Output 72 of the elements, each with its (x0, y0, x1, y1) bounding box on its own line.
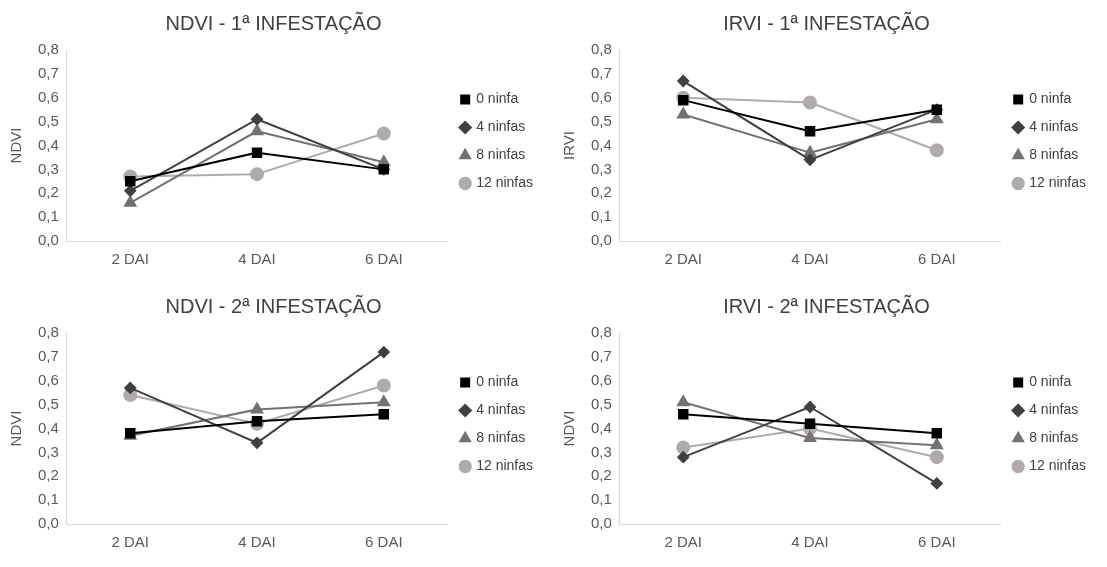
x-tick-label: 6 DAI (918, 250, 956, 268)
chart-title: IRVI - 1ª INFESTAÇÃO (723, 10, 930, 34)
y-tick-label: 0,0 (590, 231, 612, 249)
x-tick-label: 6 DAI (918, 533, 956, 551)
chart-title: IRVI - 2ª INFESTAÇÃO (723, 293, 930, 317)
y-tick-label: 0,5 (37, 394, 59, 412)
y-axis-title: NDVI (7, 410, 25, 447)
y-tick-label: 0,8 (590, 40, 612, 58)
y-tick-label: 0,1 (590, 207, 612, 225)
y-tick-label: 0,0 (37, 514, 59, 532)
y-tick-label: 0,7 (37, 64, 59, 82)
y-tick-label: 0,2 (590, 183, 612, 201)
chart-title: NDVI - 2ª INFESTAÇÃO (165, 293, 382, 317)
y-axis-title: IRVI (560, 131, 578, 160)
y-tick-label: 0,7 (590, 64, 612, 82)
legend-label: 8 ninfas (476, 429, 526, 446)
legend-label: 4 ninfas (1029, 401, 1079, 418)
y-tick-label: 0,4 (37, 135, 59, 153)
legend-label: 8 ninfas (1029, 429, 1079, 446)
y-tick-label: 0,4 (590, 135, 612, 153)
legend-label: 0 ninfa (476, 90, 519, 107)
y-tick-label: 0,2 (590, 466, 612, 484)
y-tick-label: 0,8 (37, 40, 59, 58)
y-tick-label: 0,3 (590, 442, 612, 460)
y-tick-label: 0,0 (37, 231, 59, 249)
y-tick-label: 0,6 (590, 370, 612, 388)
x-tick-label: 4 DAI (238, 533, 276, 551)
legend-label: 4 ninfas (476, 118, 526, 135)
x-tick-label: 4 DAI (791, 250, 829, 268)
legend-label: 12 ninfas (476, 457, 534, 474)
y-tick-label: 0,5 (590, 111, 612, 129)
y-axis-title: NDVI (7, 127, 25, 164)
chart-title: NDVI - 1ª INFESTAÇÃO (165, 10, 382, 34)
x-tick-label: 2 DAI (664, 533, 702, 551)
y-tick-label: 0,5 (590, 394, 612, 412)
y-tick-label: 0,4 (590, 418, 612, 436)
y-axis-title: NDVI (560, 410, 578, 447)
y-tick-label: 0,0 (590, 514, 612, 532)
y-tick-label: 0,3 (37, 159, 59, 177)
legend-label: 12 ninfas (1029, 174, 1087, 191)
legend-label: 4 ninfas (476, 401, 526, 418)
x-tick-label: 4 DAI (791, 533, 829, 551)
y-tick-label: 0,6 (590, 87, 612, 105)
legend-label: 8 ninfas (1029, 146, 1079, 163)
y-tick-label: 0,8 (37, 323, 59, 341)
y-tick-label: 0,1 (590, 490, 612, 508)
x-tick-label: 2 DAI (111, 250, 149, 268)
legend-label: 4 ninfas (1029, 118, 1079, 135)
y-tick-label: 0,3 (37, 442, 59, 460)
x-tick-label: 6 DAI (365, 250, 403, 268)
y-tick-label: 0,6 (37, 87, 59, 105)
y-tick-label: 0,5 (37, 111, 59, 129)
y-tick-label: 0,7 (37, 347, 59, 365)
x-tick-label: 2 DAI (664, 250, 702, 268)
x-tick-label: 4 DAI (238, 250, 276, 268)
y-tick-label: 0,1 (37, 207, 59, 225)
y-tick-label: 0,4 (37, 418, 59, 436)
y-tick-label: 0,2 (37, 466, 59, 484)
legend-label: 8 ninfas (476, 146, 526, 163)
y-tick-label: 0,3 (590, 159, 612, 177)
legend-label: 12 ninfas (476, 174, 534, 191)
x-tick-label: 2 DAI (111, 533, 149, 551)
y-tick-label: 0,1 (37, 490, 59, 508)
y-tick-label: 0,8 (590, 323, 612, 341)
legend-label: 0 ninfa (476, 373, 519, 390)
y-tick-label: 0,6 (37, 370, 59, 388)
legend-label: 12 ninfas (1029, 457, 1087, 474)
y-tick-label: 0,7 (590, 347, 612, 365)
legend-label: 0 ninfa (1029, 90, 1072, 107)
x-tick-label: 6 DAI (365, 533, 403, 551)
legend-label: 0 ninfa (1029, 373, 1072, 390)
y-tick-label: 0,2 (37, 183, 59, 201)
